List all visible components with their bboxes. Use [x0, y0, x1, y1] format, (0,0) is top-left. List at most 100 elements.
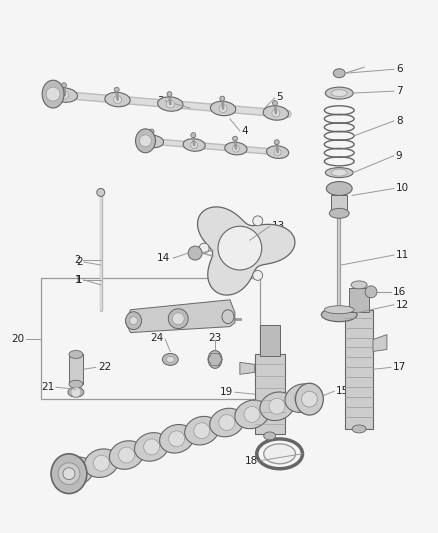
Ellipse shape — [58, 463, 80, 484]
Ellipse shape — [110, 441, 144, 470]
Ellipse shape — [166, 357, 174, 362]
Ellipse shape — [267, 146, 289, 158]
Ellipse shape — [301, 391, 318, 407]
Ellipse shape — [222, 310, 234, 324]
Ellipse shape — [105, 92, 130, 107]
Ellipse shape — [141, 135, 163, 148]
Ellipse shape — [325, 168, 353, 177]
Ellipse shape — [183, 139, 205, 151]
Ellipse shape — [264, 432, 276, 440]
Text: 12: 12 — [396, 300, 409, 310]
Bar — [345, 310, 373, 429]
Circle shape — [188, 246, 202, 260]
Ellipse shape — [296, 383, 323, 415]
Ellipse shape — [185, 416, 219, 445]
Circle shape — [365, 286, 377, 298]
Circle shape — [167, 92, 172, 96]
Ellipse shape — [272, 109, 280, 117]
Ellipse shape — [144, 439, 159, 455]
Ellipse shape — [329, 208, 349, 219]
Ellipse shape — [69, 351, 83, 358]
Ellipse shape — [51, 454, 87, 494]
Ellipse shape — [210, 101, 236, 116]
Ellipse shape — [59, 457, 93, 486]
Ellipse shape — [68, 463, 84, 479]
Ellipse shape — [219, 415, 235, 431]
Ellipse shape — [85, 449, 119, 478]
Circle shape — [199, 243, 209, 253]
Ellipse shape — [260, 392, 294, 421]
Circle shape — [149, 129, 154, 134]
Ellipse shape — [210, 408, 244, 437]
Circle shape — [61, 83, 67, 87]
Circle shape — [97, 189, 105, 197]
Text: 20: 20 — [11, 334, 24, 344]
Ellipse shape — [158, 97, 183, 111]
Text: 11: 11 — [396, 250, 409, 260]
Text: 19: 19 — [220, 387, 233, 397]
Text: 4: 4 — [242, 126, 248, 136]
Text: 13: 13 — [272, 221, 285, 231]
Ellipse shape — [169, 431, 185, 447]
Ellipse shape — [352, 425, 366, 433]
Circle shape — [114, 87, 119, 92]
Ellipse shape — [140, 135, 152, 147]
Text: 8: 8 — [396, 116, 403, 126]
Ellipse shape — [235, 400, 269, 429]
Ellipse shape — [63, 468, 75, 480]
Ellipse shape — [263, 106, 289, 120]
Ellipse shape — [191, 141, 198, 149]
Circle shape — [233, 136, 237, 141]
Circle shape — [218, 226, 262, 270]
Text: 2: 2 — [74, 255, 81, 265]
Ellipse shape — [331, 169, 347, 176]
Text: 23: 23 — [208, 333, 222, 343]
Text: 16: 16 — [393, 287, 406, 297]
Text: 7: 7 — [396, 86, 403, 96]
Ellipse shape — [194, 423, 210, 439]
Bar — [255, 354, 285, 434]
Ellipse shape — [333, 69, 345, 78]
Ellipse shape — [168, 309, 188, 329]
Ellipse shape — [46, 87, 60, 101]
Circle shape — [220, 96, 225, 101]
Ellipse shape — [208, 351, 222, 368]
Ellipse shape — [233, 145, 240, 152]
Text: 22: 22 — [98, 362, 111, 373]
Ellipse shape — [93, 455, 110, 471]
Ellipse shape — [69, 380, 83, 388]
Text: 6: 6 — [396, 64, 403, 74]
Circle shape — [272, 101, 278, 106]
Text: 3: 3 — [157, 96, 163, 106]
Polygon shape — [126, 300, 235, 333]
Text: 21: 21 — [41, 382, 54, 392]
Circle shape — [253, 270, 263, 280]
Text: 1: 1 — [76, 275, 83, 285]
Text: 9: 9 — [396, 151, 403, 161]
Circle shape — [71, 387, 81, 397]
Polygon shape — [198, 207, 295, 295]
Ellipse shape — [264, 444, 296, 464]
Ellipse shape — [162, 353, 178, 365]
Ellipse shape — [269, 398, 285, 414]
Ellipse shape — [325, 87, 353, 99]
Ellipse shape — [274, 149, 281, 156]
Text: 17: 17 — [393, 362, 406, 373]
Ellipse shape — [331, 90, 347, 96]
Ellipse shape — [42, 80, 64, 108]
Bar — [349, 288, 369, 312]
Ellipse shape — [130, 317, 138, 325]
Ellipse shape — [135, 129, 155, 153]
Bar — [69, 354, 83, 384]
Bar — [260, 325, 279, 357]
Circle shape — [253, 216, 263, 226]
Ellipse shape — [149, 138, 156, 145]
Ellipse shape — [134, 433, 169, 461]
Ellipse shape — [61, 91, 69, 99]
Ellipse shape — [321, 308, 357, 321]
Text: 18: 18 — [244, 456, 258, 466]
Circle shape — [274, 140, 279, 145]
Ellipse shape — [244, 407, 260, 422]
Ellipse shape — [126, 312, 141, 329]
Ellipse shape — [52, 88, 78, 102]
